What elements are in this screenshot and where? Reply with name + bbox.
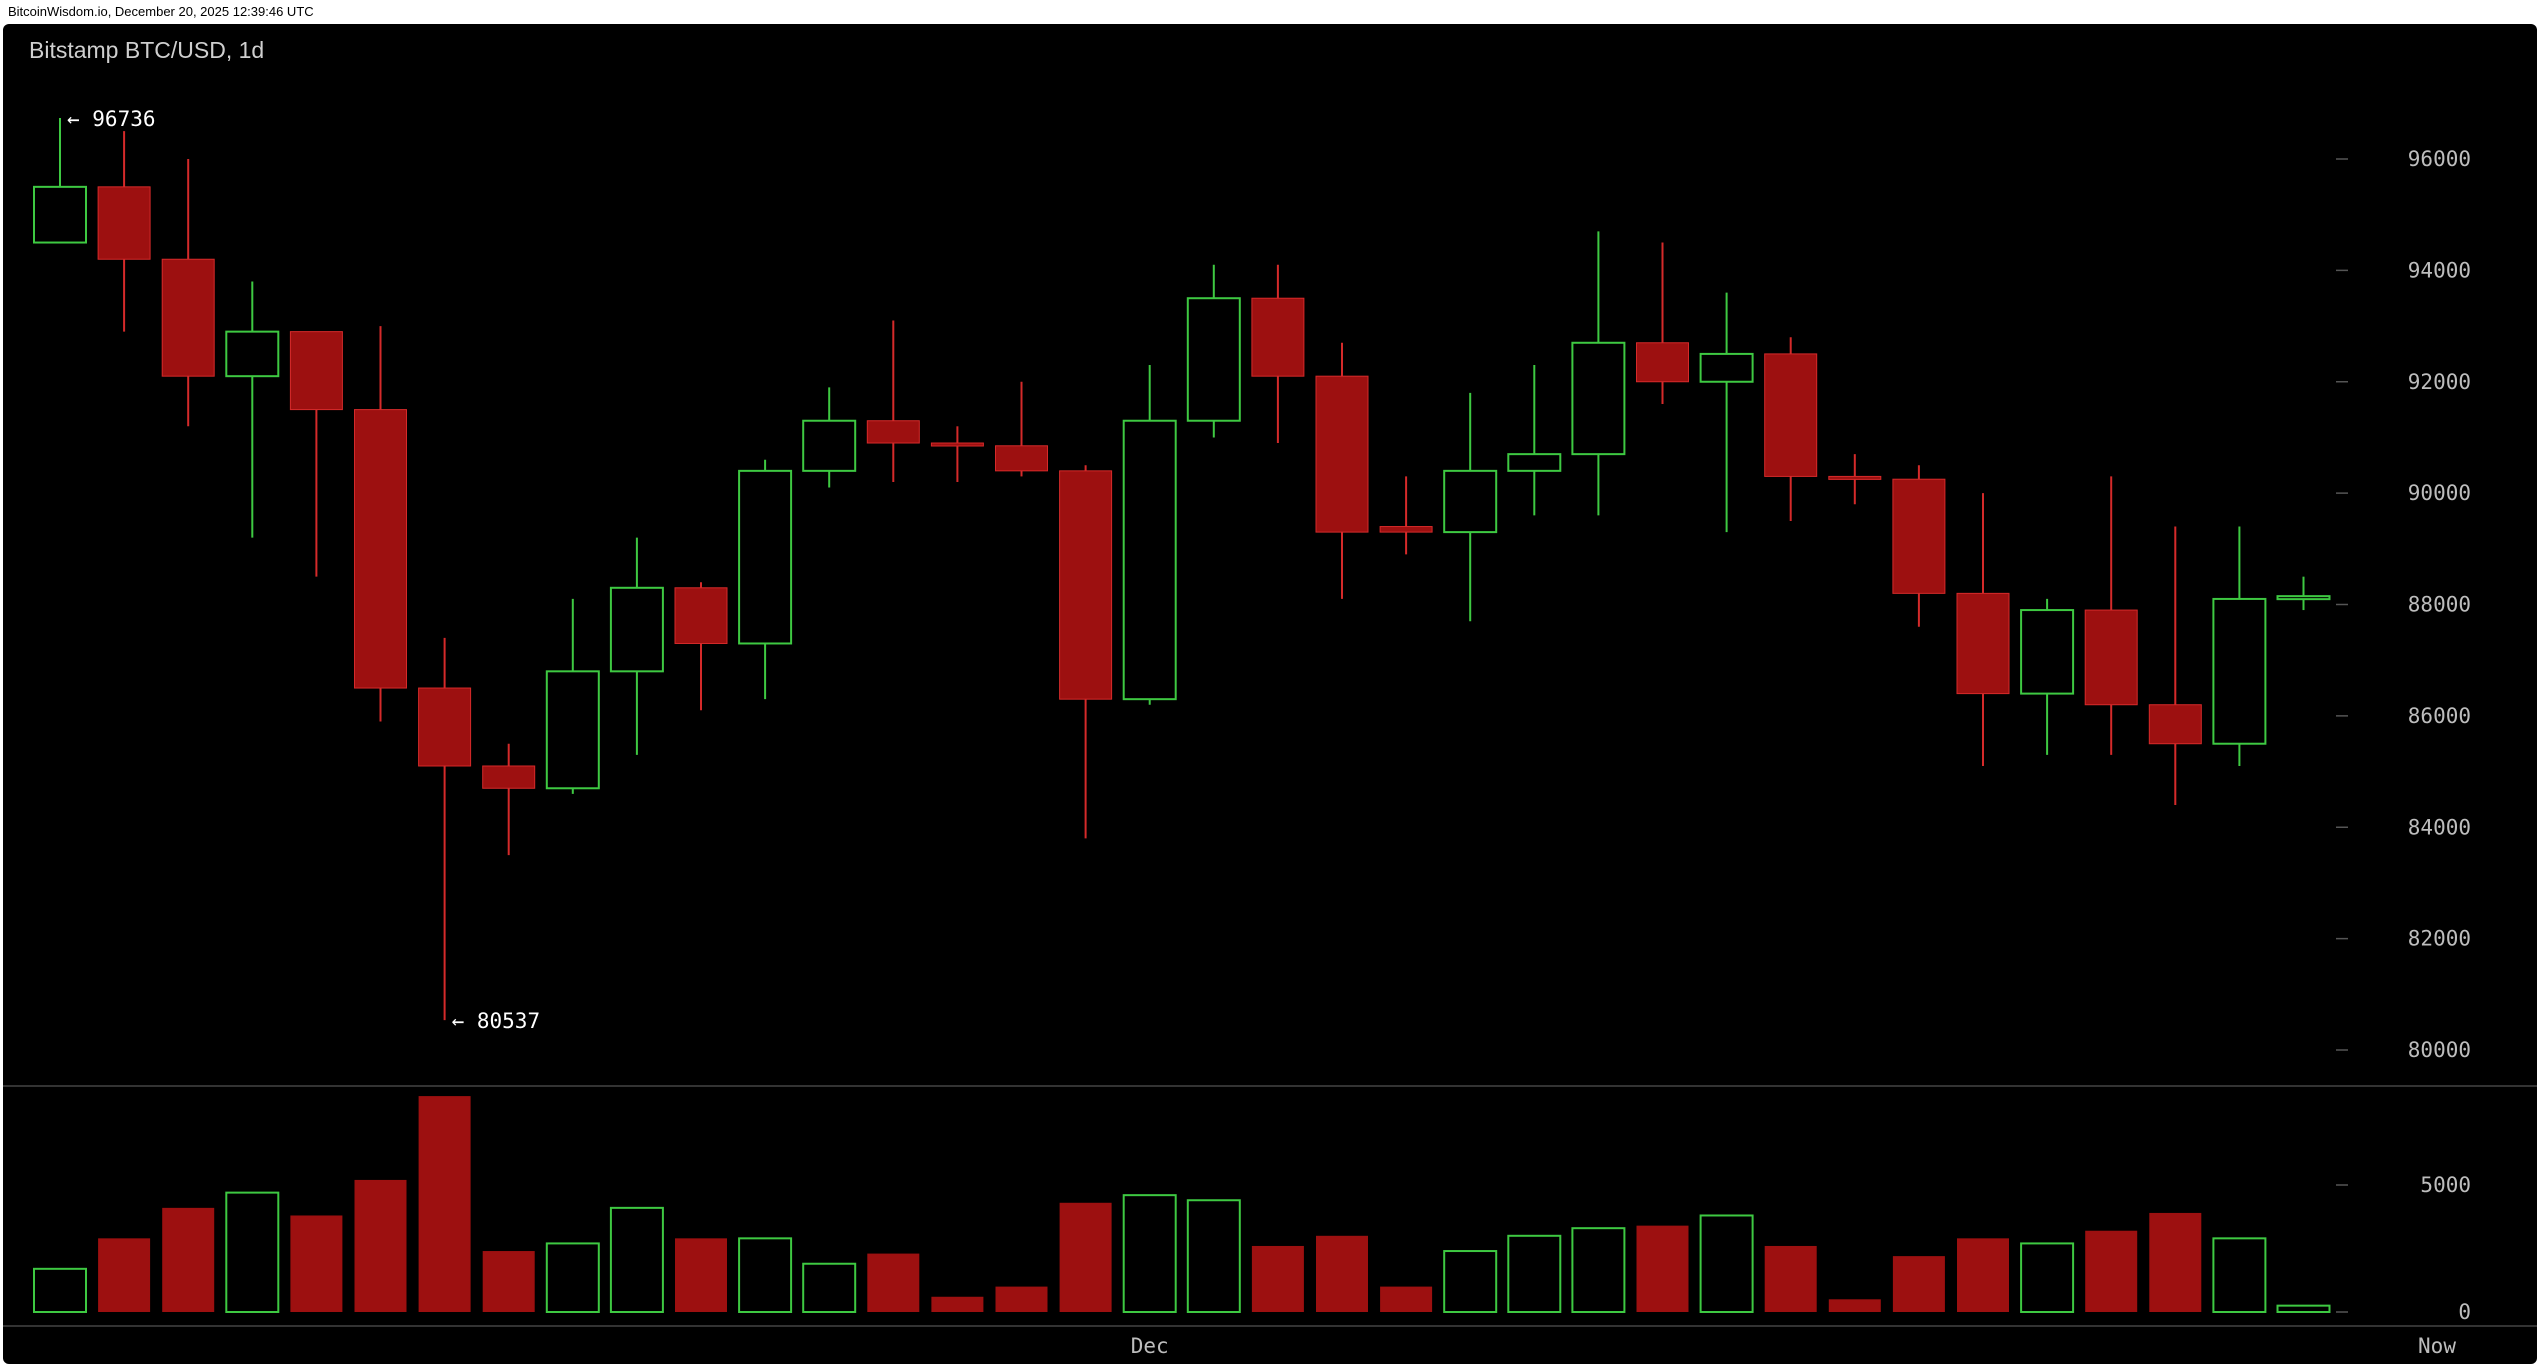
price-axis: 80000 82000 84000 86000 88000 90000 92000 94000… (2336, 147, 2471, 1062)
candle-body[interactable] (1764, 353, 1818, 477)
candle-body[interactable] (545, 670, 600, 790)
volume-bar[interactable] (162, 1207, 215, 1312)
extreme-price-label: ← 96736 (67, 107, 156, 131)
price-tick-label: 96000 (2408, 147, 2471, 171)
volume-bar[interactable] (1507, 1234, 1562, 1314)
candle-body[interactable] (1892, 478, 1946, 594)
chart-title: Bitstamp BTC/USD, 1d (29, 37, 264, 63)
price-tick-label: 88000 (2408, 593, 2471, 617)
volume-bar[interactable] (609, 1206, 664, 1313)
candle-body[interactable] (97, 186, 151, 260)
source-timestamp: BitcoinWisdom.io, December 20, 2025 12:3… (8, 4, 314, 19)
candle-body[interactable] (1443, 469, 1498, 534)
volume-bar[interactable] (1892, 1256, 1945, 1312)
extreme-price-label: ← 80537 (452, 1009, 541, 1033)
candle-body[interactable] (609, 586, 664, 673)
candle-body[interactable] (1315, 375, 1369, 533)
volume-bar[interactable] (738, 1237, 793, 1313)
candle-body[interactable] (482, 765, 536, 789)
candle-body[interactable] (1379, 526, 1433, 533)
candle-body[interactable] (2084, 609, 2138, 706)
annotations-layer: ← 96736 ← 80537 (67, 107, 540, 1033)
chart-frame: Bitstamp BTC/USD, 1d 80000 82000 84000 8600… (3, 24, 2537, 1364)
candle-body[interactable] (674, 587, 728, 644)
volume-bar[interactable] (1380, 1286, 1433, 1312)
candle-body[interactable] (1956, 592, 2010, 695)
price-tick-label: 82000 (2408, 927, 2471, 951)
volume-bar[interactable] (675, 1238, 727, 1312)
candle-body[interactable] (161, 258, 215, 377)
volume-axis: 0 5000 (2336, 1173, 2471, 1324)
price-tick-label: 94000 (2408, 258, 2471, 282)
volume-bar[interactable] (1186, 1199, 1241, 1313)
candle-body[interactable] (1507, 453, 1562, 472)
candle-body[interactable] (1636, 342, 1689, 383)
volume-bar[interactable] (1443, 1250, 1498, 1314)
price-tick-label: 90000 (2408, 481, 2471, 505)
volume-bar[interactable] (33, 1267, 87, 1313)
volume-bar[interactable] (1251, 1245, 1304, 1312)
candle-body[interactable] (738, 469, 793, 645)
volume-bar[interactable] (418, 1096, 471, 1312)
volume-bar[interactable] (2085, 1230, 2138, 1312)
candle-body[interactable] (2148, 704, 2202, 745)
volume-bar[interactable] (2276, 1304, 2331, 1314)
candle-body[interactable] (995, 445, 1048, 472)
candle-body[interactable] (2212, 597, 2267, 745)
candle-body[interactable] (1059, 470, 1113, 700)
candle-body[interactable] (1699, 352, 1754, 383)
candle-body[interactable] (33, 185, 87, 244)
time-axis: Dec Now (1131, 1334, 2457, 1358)
volume-bar[interactable] (225, 1191, 280, 1313)
candle-body[interactable] (1251, 297, 1305, 377)
candlestick-chart[interactable]: Bitstamp BTC/USD, 1d 80000 82000 84000 8600… (3, 24, 2537, 1364)
candle-body[interactable] (289, 331, 343, 411)
candles-layer (33, 118, 2331, 1021)
candle-body[interactable] (930, 442, 984, 447)
volume-tick-label: 5000 (2420, 1173, 2471, 1197)
volume-bars-layer (33, 1096, 2331, 1314)
candle-body[interactable] (1828, 475, 1882, 480)
volume-bar[interactable] (1059, 1202, 1112, 1312)
candle-body[interactable] (1186, 297, 1241, 422)
volume-bar[interactable] (1122, 1194, 1177, 1314)
volume-bar[interactable] (1699, 1214, 1754, 1313)
price-tick-label: 84000 (2408, 815, 2471, 839)
candle-body[interactable] (1571, 341, 1626, 456)
volume-bar[interactable] (1636, 1225, 1689, 1312)
volume-bar[interactable] (2212, 1237, 2267, 1313)
volume-bar[interactable] (931, 1296, 984, 1312)
volume-bar[interactable] (1828, 1299, 1881, 1312)
volume-bar[interactable] (290, 1215, 343, 1312)
volume-bar[interactable] (545, 1242, 600, 1314)
volume-bar[interactable] (2149, 1212, 2202, 1312)
volume-bar[interactable] (2020, 1242, 2075, 1314)
price-tick-label: 86000 (2408, 704, 2471, 728)
volume-bar[interactable] (802, 1262, 857, 1313)
candle-body[interactable] (1122, 419, 1177, 701)
volume-bar[interactable] (354, 1179, 407, 1312)
time-axis-label: Dec (1131, 1334, 1169, 1358)
volume-tick-label: 0 (2458, 1300, 2471, 1324)
volume-bar[interactable] (482, 1251, 535, 1312)
volume-bar[interactable] (995, 1286, 1048, 1312)
time-axis-label: Now (2418, 1334, 2456, 1358)
volume-bar[interactable] (1316, 1235, 1368, 1312)
top-bar: BitcoinWisdom.io, December 20, 2025 12:3… (0, 0, 2540, 24)
candle-body[interactable] (2020, 609, 2075, 695)
candle-body[interactable] (354, 409, 407, 689)
volume-bar[interactable] (1764, 1245, 1817, 1312)
candle-body[interactable] (225, 330, 280, 378)
volume-bar[interactable] (867, 1253, 920, 1312)
volume-bar[interactable] (1957, 1238, 2009, 1312)
volume-bar[interactable] (1571, 1227, 1626, 1314)
candle-body[interactable] (418, 687, 472, 767)
candle-body[interactable] (2276, 595, 2331, 601)
candle-body[interactable] (866, 420, 920, 444)
volume-bar[interactable] (98, 1238, 151, 1312)
candle-body[interactable] (802, 419, 857, 472)
price-tick-label: 92000 (2408, 370, 2471, 394)
price-tick-label: 80000 (2408, 1038, 2471, 1062)
